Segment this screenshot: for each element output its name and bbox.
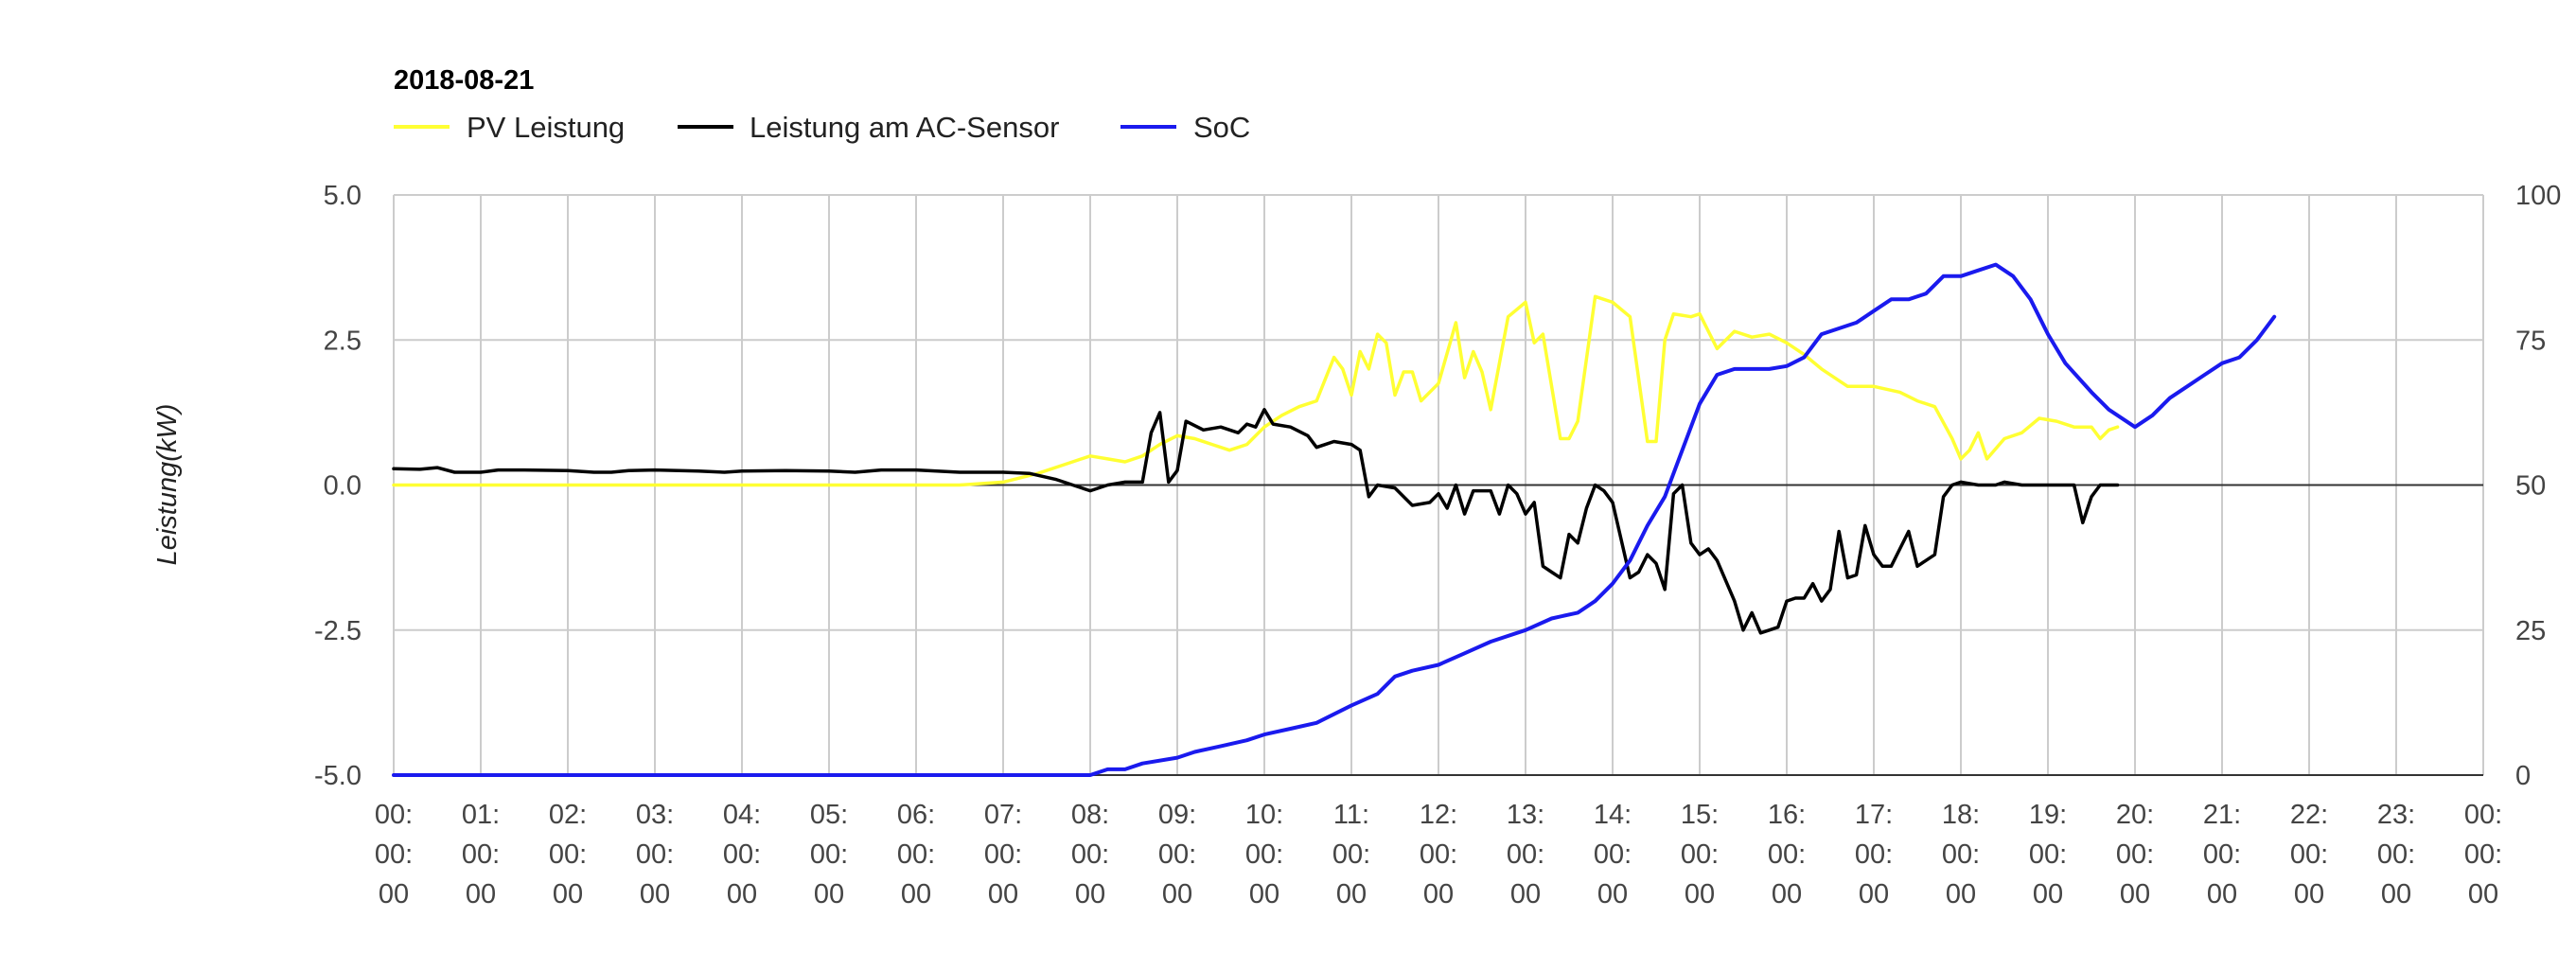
x-tick-label: 16: 00: 00	[1768, 800, 1806, 909]
tick-labels: 5.0 100 2.5 75 0.0 50 -2.5 25 -5.0 0 00: 00: 00 01: 00…	[314, 181, 2561, 909]
x-tick-label: 20: 00: 00	[2116, 800, 2154, 909]
series-line-pv-leistung	[392, 294, 2120, 487]
x-tick-label: 00: 00: 00	[2464, 800, 2502, 909]
x-tick-label: 23: 00: 00	[2377, 800, 2415, 909]
y-tick-label: 0.0	[324, 471, 362, 502]
y2-tick-label: 75	[2515, 326, 2546, 356]
x-tick-label: 05: 00: 00	[810, 800, 848, 909]
y2-tick-label: 0	[2515, 761, 2531, 791]
y2-tick-label: 25	[2515, 616, 2546, 646]
y-tick-label: 2.5	[324, 326, 362, 356]
x-tick-label: 00: 00: 00	[375, 800, 413, 909]
x-tick-label: 22: 00: 00	[2290, 800, 2328, 909]
legend: PV Leistung Leistung am AC-Sensor SoC	[394, 111, 1250, 144]
x-tick-label: 18: 00: 00	[1942, 800, 1980, 909]
x-tick-label: 03: 00: 00	[636, 800, 674, 909]
x-tick-label: 09: 00: 00	[1158, 800, 1196, 909]
legend-label-soc: SoC	[1193, 111, 1250, 144]
x-tick-label: 17: 00: 00	[1855, 800, 1893, 909]
series-line-soc	[392, 262, 2277, 777]
x-tick-label: 10: 00: 00	[1245, 800, 1283, 909]
x-tick-label: 04: 00: 00	[723, 800, 761, 909]
x-tick-label: 07: 00: 00	[984, 800, 1022, 909]
series-lines	[392, 262, 2277, 777]
y-axis-label: Leistung(kW)	[152, 404, 183, 566]
x-tick-label: 15: 00: 00	[1681, 800, 1719, 909]
x-tick-label: 11: 00: 00	[1332, 800, 1370, 909]
x-tick-label: 13: 00: 00	[1507, 800, 1544, 909]
y2-tick-label: 50	[2515, 471, 2546, 502]
x-tick-label: 02: 00: 00	[549, 800, 587, 909]
x-tick-label: 12: 00: 00	[1420, 800, 1457, 909]
y-tick-label: 5.0	[324, 181, 362, 211]
legend-label-pv: PV Leistung	[467, 111, 625, 144]
series-line-ac-sensor	[392, 408, 2120, 635]
chart-title: 2018-08-21	[394, 65, 534, 96]
legend-label-ac: Leistung am AC-Sensor	[750, 111, 1059, 144]
y2-tick-label: 100	[2515, 181, 2561, 211]
x-tick-label: 19: 00: 00	[2029, 800, 2067, 909]
x-tick-label: 14: 00: 00	[1594, 800, 1632, 909]
y-tick-label: -5.0	[314, 761, 362, 791]
x-tick-label: 08: 00: 00	[1071, 800, 1109, 909]
y-tick-label: -2.5	[314, 616, 362, 646]
x-tick-label: 01: 00: 00	[462, 800, 500, 909]
x-tick-label: 21: 00: 00	[2203, 800, 2241, 909]
x-tick-label: 06: 00: 00	[897, 800, 935, 909]
